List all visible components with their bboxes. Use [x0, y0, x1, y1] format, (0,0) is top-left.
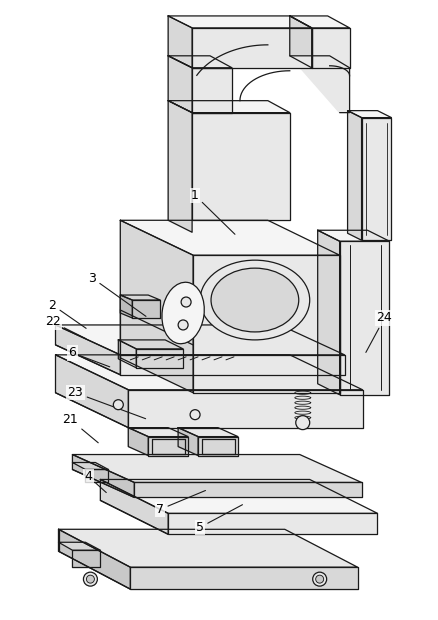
- Circle shape: [86, 575, 95, 583]
- Polygon shape: [59, 529, 357, 567]
- Circle shape: [313, 572, 327, 586]
- Polygon shape: [56, 355, 363, 390]
- Circle shape: [181, 297, 191, 307]
- Polygon shape: [56, 325, 120, 375]
- Polygon shape: [168, 56, 192, 113]
- Polygon shape: [168, 56, 232, 68]
- Polygon shape: [168, 100, 290, 113]
- Polygon shape: [118, 340, 136, 368]
- Polygon shape: [128, 428, 148, 456]
- Ellipse shape: [211, 268, 299, 332]
- Polygon shape: [290, 56, 350, 113]
- Polygon shape: [72, 454, 134, 497]
- Polygon shape: [361, 118, 392, 240]
- Circle shape: [113, 400, 124, 410]
- Polygon shape: [72, 454, 361, 482]
- Polygon shape: [100, 479, 168, 534]
- Text: 7: 7: [156, 490, 205, 516]
- Polygon shape: [348, 110, 361, 240]
- Polygon shape: [148, 436, 188, 456]
- Polygon shape: [120, 355, 345, 375]
- Polygon shape: [72, 463, 108, 469]
- Polygon shape: [178, 428, 238, 436]
- Polygon shape: [128, 390, 363, 428]
- Text: 3: 3: [88, 272, 146, 316]
- Text: 22: 22: [45, 316, 86, 339]
- Text: 4: 4: [85, 470, 106, 492]
- Polygon shape: [290, 16, 312, 68]
- Text: 6: 6: [68, 347, 110, 367]
- Polygon shape: [290, 16, 350, 28]
- Polygon shape: [118, 340, 183, 349]
- Ellipse shape: [200, 260, 310, 340]
- Polygon shape: [120, 295, 160, 300]
- Text: 1: 1: [191, 189, 235, 234]
- Polygon shape: [168, 16, 312, 28]
- Polygon shape: [59, 529, 130, 589]
- Polygon shape: [318, 230, 339, 395]
- Polygon shape: [198, 436, 238, 456]
- Polygon shape: [192, 113, 290, 220]
- Ellipse shape: [162, 282, 204, 343]
- Polygon shape: [56, 325, 345, 355]
- Polygon shape: [339, 241, 389, 395]
- Polygon shape: [130, 567, 357, 589]
- Polygon shape: [192, 28, 312, 68]
- Polygon shape: [120, 295, 132, 318]
- Circle shape: [190, 410, 200, 420]
- Circle shape: [316, 575, 324, 583]
- Polygon shape: [85, 469, 108, 482]
- Text: 24: 24: [366, 311, 392, 352]
- Polygon shape: [56, 355, 128, 428]
- Polygon shape: [193, 255, 339, 392]
- Circle shape: [83, 572, 97, 586]
- Text: 21: 21: [63, 413, 98, 443]
- Polygon shape: [132, 300, 160, 318]
- Text: 23: 23: [67, 386, 145, 418]
- Polygon shape: [72, 550, 100, 567]
- Text: 2: 2: [49, 298, 86, 329]
- Polygon shape: [134, 482, 361, 497]
- Polygon shape: [136, 349, 183, 368]
- Polygon shape: [178, 428, 198, 456]
- Polygon shape: [348, 110, 392, 118]
- Polygon shape: [168, 16, 192, 68]
- Circle shape: [296, 415, 310, 430]
- Circle shape: [178, 320, 188, 330]
- Polygon shape: [100, 479, 378, 513]
- Polygon shape: [168, 513, 378, 534]
- Polygon shape: [192, 68, 232, 113]
- Polygon shape: [59, 542, 100, 550]
- Polygon shape: [168, 100, 192, 232]
- Polygon shape: [318, 230, 389, 241]
- Polygon shape: [120, 220, 339, 255]
- Polygon shape: [312, 28, 350, 68]
- Polygon shape: [128, 428, 188, 436]
- Text: 5: 5: [196, 505, 243, 534]
- Polygon shape: [120, 220, 193, 392]
